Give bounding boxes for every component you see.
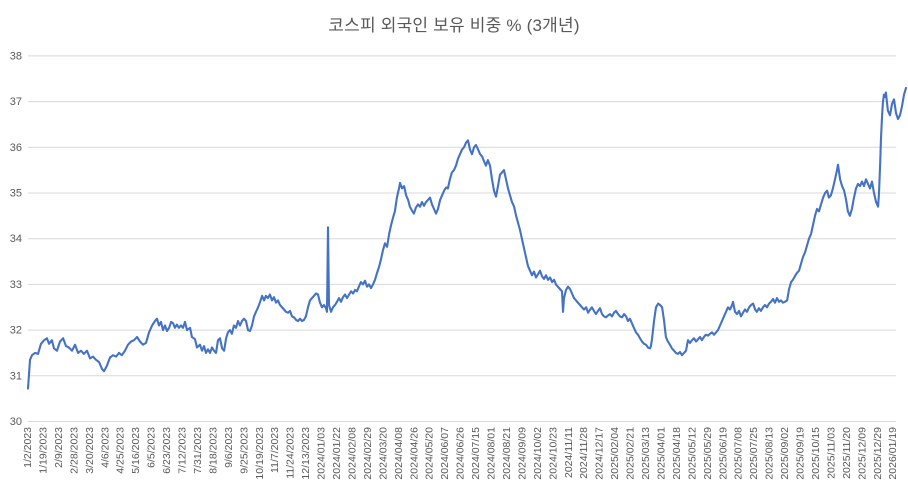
x-tick-label: 2025/08/13 <box>764 427 776 480</box>
x-tick-label: 8/18/2023 <box>207 427 219 474</box>
x-tick-label: 2025/09/19 <box>795 427 807 480</box>
x-tick-label: 2/28/2023 <box>68 427 80 474</box>
x-tick-label: 2025/05/12 <box>686 427 698 480</box>
x-tick-label: 7/31/2023 <box>192 427 204 474</box>
x-tick-label: 2024/08/01 <box>486 427 498 480</box>
x-tick-label: 7/12/2023 <box>177 427 189 474</box>
x-tick-label: 2024/04/26 <box>408 427 420 480</box>
x-tick-label: 2/9/2023 <box>53 427 65 468</box>
y-tick-label: 33 <box>10 279 22 291</box>
x-tick-label: 9/6/2023 <box>223 427 235 468</box>
y-tick-label: 31 <box>10 370 22 382</box>
x-tick-label: 2025/04/18 <box>671 427 683 480</box>
x-tick-label: 2025/06/19 <box>717 427 729 480</box>
x-tick-label: 6/23/2023 <box>161 427 173 474</box>
x-tick-label: 4/25/2023 <box>115 427 127 474</box>
x-tick-label: 2025/07/25 <box>748 427 760 480</box>
x-tick-label: 2025/11/03 <box>825 427 837 479</box>
x-tick-label: 2024/10/23 <box>547 427 559 480</box>
x-tick-label: 1/19/2023 <box>37 427 49 474</box>
x-tick-label: 2024/11/11 <box>563 427 575 478</box>
x-tick-label: 5/16/2023 <box>130 427 142 474</box>
y-tick-label: 32 <box>10 325 22 337</box>
x-tick-label: 2024/12/17 <box>594 427 606 480</box>
x-tick-label: 2025/11/20 <box>841 427 853 479</box>
x-tick-label: 2025/07/08 <box>733 427 745 480</box>
chart-title: 코스피 외국인 보유 비중 % (3개년) <box>328 16 580 35</box>
x-tick-label: 2025/03/13 <box>640 427 652 480</box>
y-tick-label: 34 <box>10 233 22 245</box>
series-line <box>26 86 908 390</box>
x-tick-label: 11/24/2023 <box>285 427 297 479</box>
x-tick-label: 4/6/2023 <box>99 427 111 468</box>
x-tick-label: 2025/02/04 <box>609 427 621 480</box>
x-tick-label: 11/7/2023 <box>269 427 281 473</box>
x-tick-label: 2025/09/02 <box>779 427 791 480</box>
y-tick-label: 30 <box>10 416 22 428</box>
x-tick-label: 2024/05/20 <box>424 427 436 480</box>
y-tick-label: 35 <box>10 188 22 200</box>
x-tick-label: 2026/01/19 <box>887 427 899 480</box>
x-tick-label: 2024/02/08 <box>346 427 358 480</box>
x-tick-label: 2024/04/08 <box>393 427 405 480</box>
x-tick-label: 2024/07/15 <box>470 427 482 480</box>
x-tick-label: 2025/10/15 <box>810 427 822 480</box>
x-tick-label: 2024/09/09 <box>516 427 528 480</box>
x-tick-label: 2024/11/28 <box>578 427 590 479</box>
y-tick-label: 36 <box>10 142 22 154</box>
x-tick-label: 2024/01/03 <box>316 427 328 480</box>
y-tick-label: 37 <box>10 96 22 108</box>
x-tick-label: 2024/06/07 <box>439 427 451 480</box>
x-tick-label: 6/5/2023 <box>146 427 158 468</box>
x-tick-label: 2024/01/22 <box>331 427 343 480</box>
x-tick-label: 3/20/2023 <box>84 427 96 474</box>
x-tick-label: 2024/02/29 <box>362 427 374 480</box>
x-tick-label: 2024/03/20 <box>377 427 389 480</box>
x-tick-label: 2024/10/02 <box>532 427 544 480</box>
x-tick-label: 10/19/2023 <box>254 427 266 480</box>
x-tick-label: 1/2/2023 <box>22 427 34 468</box>
x-tick-label: 2025/02/21 <box>625 427 637 480</box>
x-tick-label: 2025/12/09 <box>856 427 868 480</box>
y-tick-label: 38 <box>10 50 22 62</box>
x-tick-label: 2025/12/29 <box>872 427 884 480</box>
x-tick-label: 2025/05/29 <box>702 427 714 480</box>
x-tick-label: 2024/08/21 <box>501 427 513 480</box>
x-tick-label: 12/13/2023 <box>300 427 312 480</box>
x-tick-label: 2024/06/26 <box>455 427 467 480</box>
x-tick-label: 2025/04/01 <box>655 427 667 480</box>
x-tick-label: 9/25/2023 <box>238 427 250 474</box>
